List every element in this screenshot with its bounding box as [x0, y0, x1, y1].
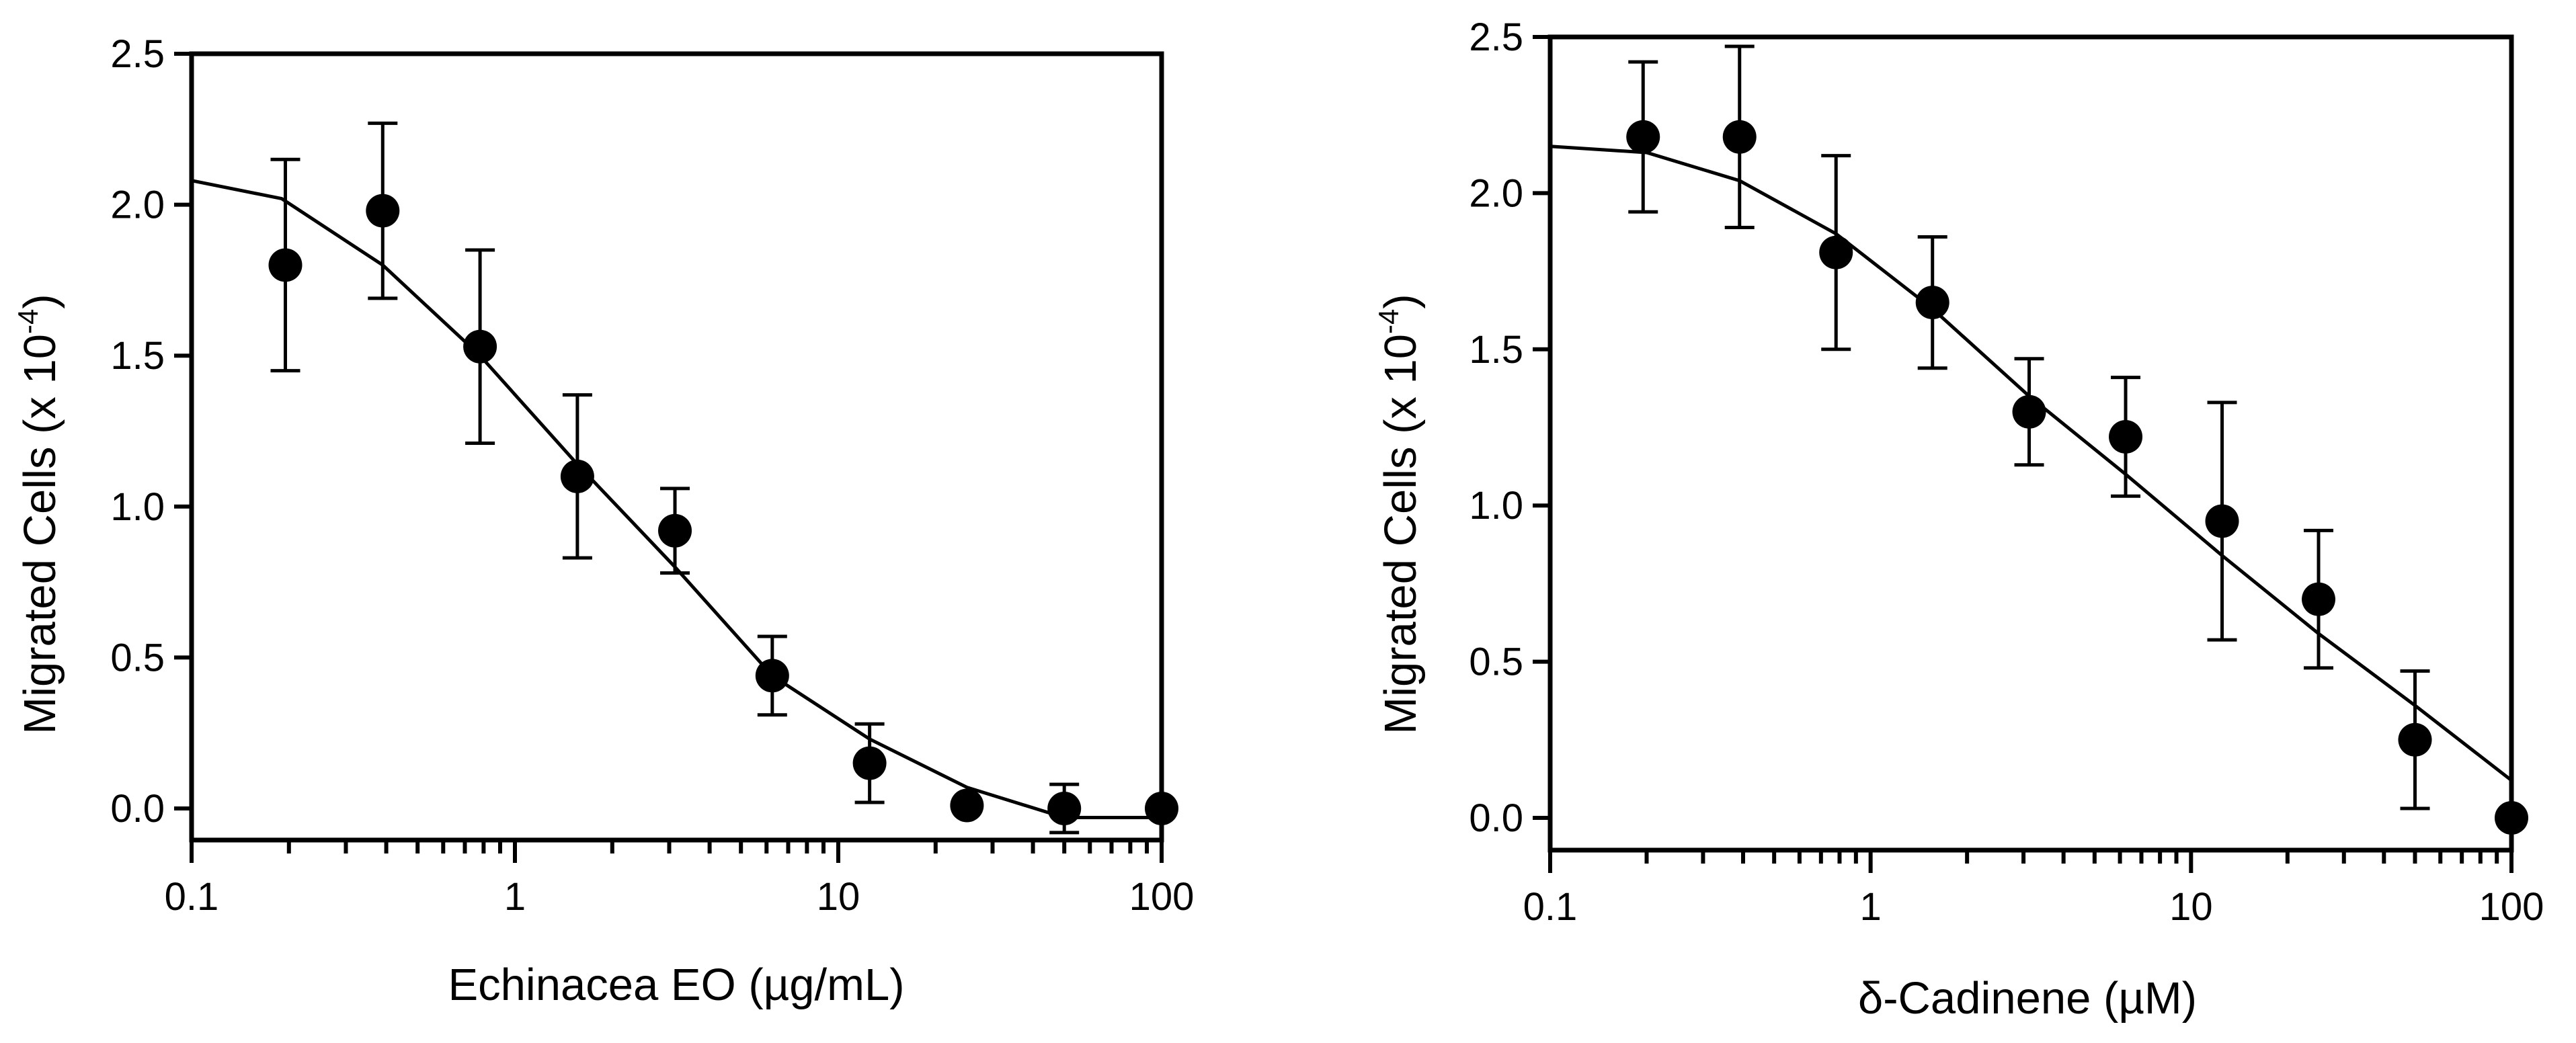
data-point	[1722, 120, 1757, 154]
data-point	[268, 248, 303, 282]
data-point	[2302, 582, 2336, 616]
data-point	[1145, 792, 1178, 825]
x-tick-label: 0.1	[1523, 885, 1578, 929]
chart-echinacea-eo: Echinacea EO (µg/mL) Migrated Cells (x 1…	[12, 32, 1194, 1010]
y-tick-label: 0.0	[110, 787, 165, 831]
data-point	[1047, 792, 1082, 825]
y-tick-label: 1.0	[1469, 484, 1523, 528]
data-point	[755, 659, 789, 693]
data-point	[2205, 504, 2239, 538]
x-tick-label: 10	[817, 875, 860, 919]
x-tick-label: 1	[1860, 885, 1882, 929]
y-tick-label: 1.0	[110, 485, 165, 529]
data-point	[2495, 801, 2528, 835]
x-tick-label: 100	[1129, 875, 1195, 919]
y-tick-label: 0.5	[1469, 640, 1523, 684]
data-point	[1915, 286, 1949, 320]
data-point	[463, 329, 497, 364]
y-tick-label: 2.5	[1469, 15, 1523, 59]
data-point	[852, 746, 887, 780]
y-tick-label: 2.5	[110, 32, 165, 76]
data-point	[366, 194, 400, 228]
y-tick-label: 0.5	[110, 636, 165, 679]
chart-delta-cadinene: δ-Cadinene (µM) Migrated Cells (x 10-4) …	[1373, 15, 2544, 1024]
data-point	[950, 788, 984, 823]
x-tick-label: 0.1	[165, 875, 219, 919]
y-tick-label: 1.5	[1469, 328, 1523, 372]
y-tick-label: 2.0	[1469, 171, 1523, 215]
plot-frame	[1547, 34, 2514, 853]
x-tick-label: 1	[504, 875, 526, 919]
x-axis-title: δ-Cadinene (µM)	[1858, 973, 2197, 1024]
data-point	[2012, 394, 2046, 429]
x-axis-title: Echinacea EO (µg/mL)	[448, 960, 904, 1010]
data-point	[2109, 419, 2143, 454]
x-tick-label: 10	[2169, 885, 2213, 929]
y-axis-title: Migrated Cells (x 10-4)	[12, 294, 65, 734]
data-point	[658, 513, 692, 548]
data-point	[1626, 120, 1660, 154]
x-tick-label: 100	[2479, 885, 2544, 929]
y-tick-label: 0.0	[1469, 796, 1523, 840]
y-tick-label: 2.0	[110, 183, 165, 227]
plot-frame	[189, 51, 1164, 843]
data-point	[2398, 722, 2432, 757]
y-axis-title: Migrated Cells (x 10-4)	[1373, 294, 1426, 734]
y-tick-label: 1.5	[110, 334, 165, 378]
data-point	[560, 459, 594, 493]
data-point	[1819, 235, 1853, 269]
